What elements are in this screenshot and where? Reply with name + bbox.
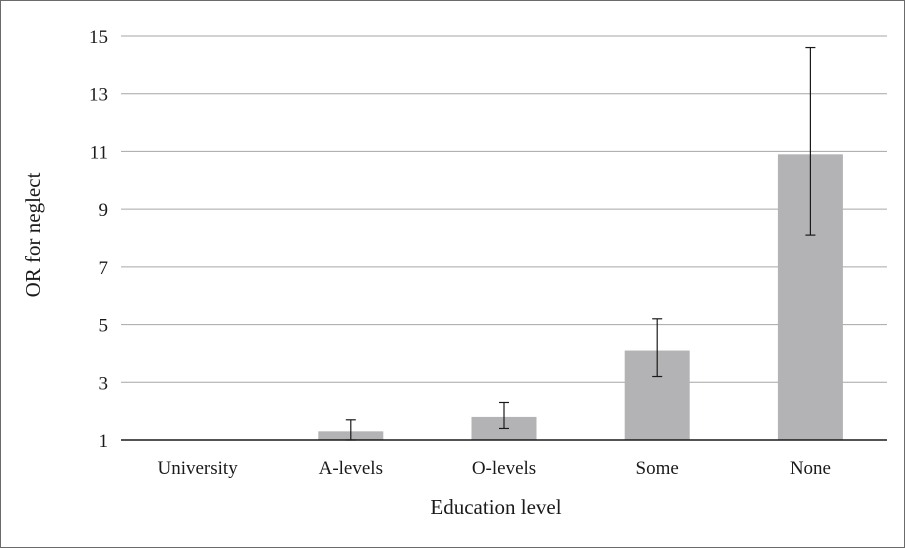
x-tick-labels: University A-levels O-levels Some None [157, 458, 830, 479]
x-tick-label: University [157, 458, 238, 479]
y-tick-label: 11 [90, 142, 108, 163]
x-tick-label: O-levels [472, 458, 536, 479]
y-tick-label: 15 [89, 27, 108, 48]
x-tick-label: Some [636, 458, 679, 479]
error-bar [652, 318, 663, 378]
y-tick-label: 1 [99, 431, 109, 452]
y-axis-title: OR for neglect [21, 172, 45, 297]
y-tick-label: 7 [99, 258, 109, 279]
y-tick-label: 5 [99, 316, 109, 337]
gridlines [121, 35, 887, 383]
y-tick-label: 13 [89, 85, 108, 106]
error-bar [499, 401, 509, 430]
x-tick-label: None [790, 458, 831, 479]
error-bar [805, 46, 816, 236]
error-bars [345, 46, 816, 441]
bars [318, 154, 843, 441]
y-tick-label: 9 [99, 200, 109, 221]
y-tick-label: 3 [99, 373, 109, 394]
x-axis-title: Education level [430, 495, 561, 519]
x-tick-label: A-levels [319, 458, 383, 479]
